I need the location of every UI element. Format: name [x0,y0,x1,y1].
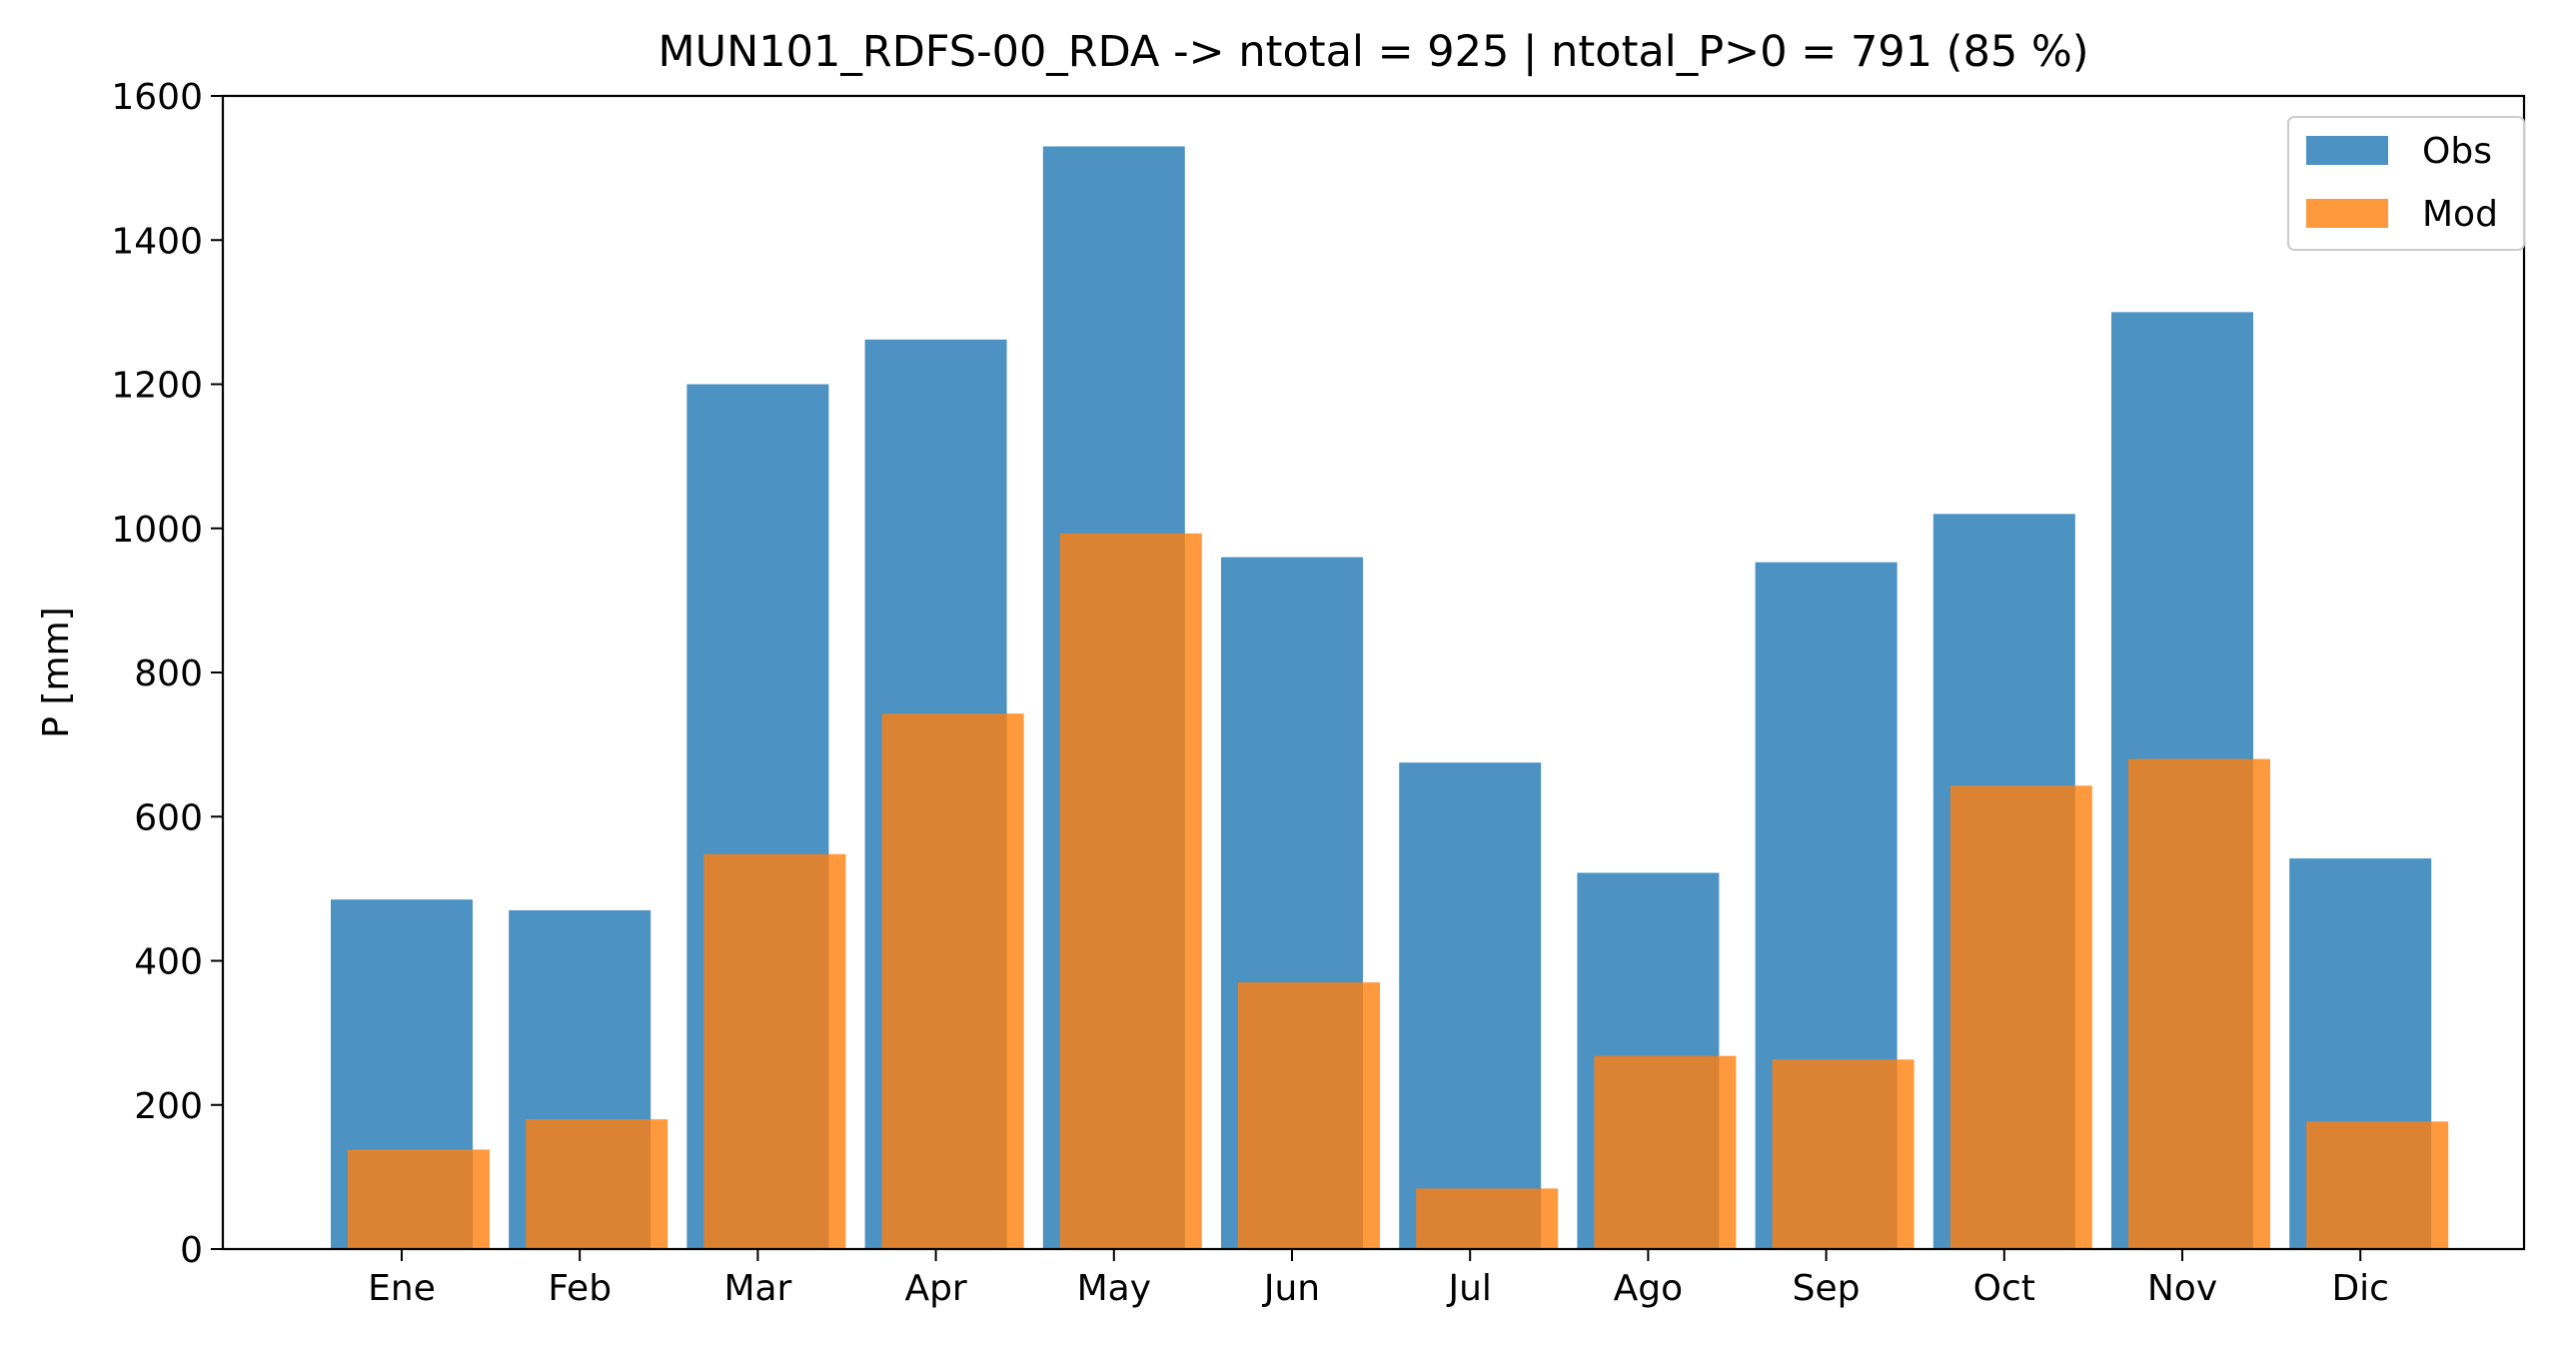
bar-mod-jun [1238,982,1380,1249]
legend: Obs Mod [2287,116,2525,251]
y-tick-label: 0 [180,1230,203,1271]
y-tick-label: 1000 [111,510,203,551]
legend-swatch-obs [2306,136,2388,165]
x-tick-label: Jul [1446,1268,1491,1309]
legend-label-obs: Obs [2422,131,2492,172]
x-tick-label: Nov [2147,1268,2217,1309]
y-tick-label: 1400 [111,221,203,262]
plot-frame [221,94,2526,1251]
bar-mod-feb [526,1119,668,1249]
bar-mod-ene [348,1149,490,1249]
bar-mod-sep [1772,1059,1915,1249]
bar-mod-nov [2128,758,2270,1249]
bar-mod-ago [1594,1055,1737,1249]
y-tick-label: 800 [134,654,203,694]
bar-mod-may [1059,533,1202,1249]
x-tick-label: Ago [1614,1268,1684,1309]
y-tick-label: 200 [134,1086,203,1127]
x-tick-label: Sep [1793,1268,1861,1309]
bar-obs-jul [1399,762,1542,1249]
y-tick-label: 400 [134,942,203,983]
series-mod-bars [348,533,2449,1249]
bar-mod-mar [703,853,846,1249]
y-tick-label: 1600 [111,77,203,118]
x-tick-label: Ene [368,1268,436,1309]
x-tick-label: Feb [548,1268,612,1309]
legend-label-mod: Mod [2422,194,2498,235]
x-tick-label: Oct [1973,1268,2035,1309]
bar-mod-oct [1949,785,2092,1249]
y-axis-ticks: 0 200 400 600 800 1000 1200 1400 1600 [111,77,223,1271]
chart-title: MUN101_RDFS-00_RDA -> ntotal = 925 | nto… [658,27,2089,77]
bar-mod-apr [881,713,1024,1249]
x-tick-label: Dic [2331,1268,2389,1309]
x-tick-label: Mar [723,1268,791,1309]
y-tick-label: 1200 [111,366,203,407]
bar-mod-jul [1416,1188,1559,1249]
x-tick-label: Jun [1262,1268,1320,1309]
y-axis-label: P [mm] [36,607,77,737]
bar-mod-dic [2306,1121,2449,1249]
x-axis-ticks: Ene Feb Mar Apr May Jun Jul Ago Sep Oct Nov Dic [368,1249,2389,1309]
legend-swatch-mod [2306,199,2388,228]
x-tick-label: Apr [904,1268,966,1309]
x-tick-label: May [1077,1268,1151,1309]
y-tick-label: 600 [134,797,203,838]
